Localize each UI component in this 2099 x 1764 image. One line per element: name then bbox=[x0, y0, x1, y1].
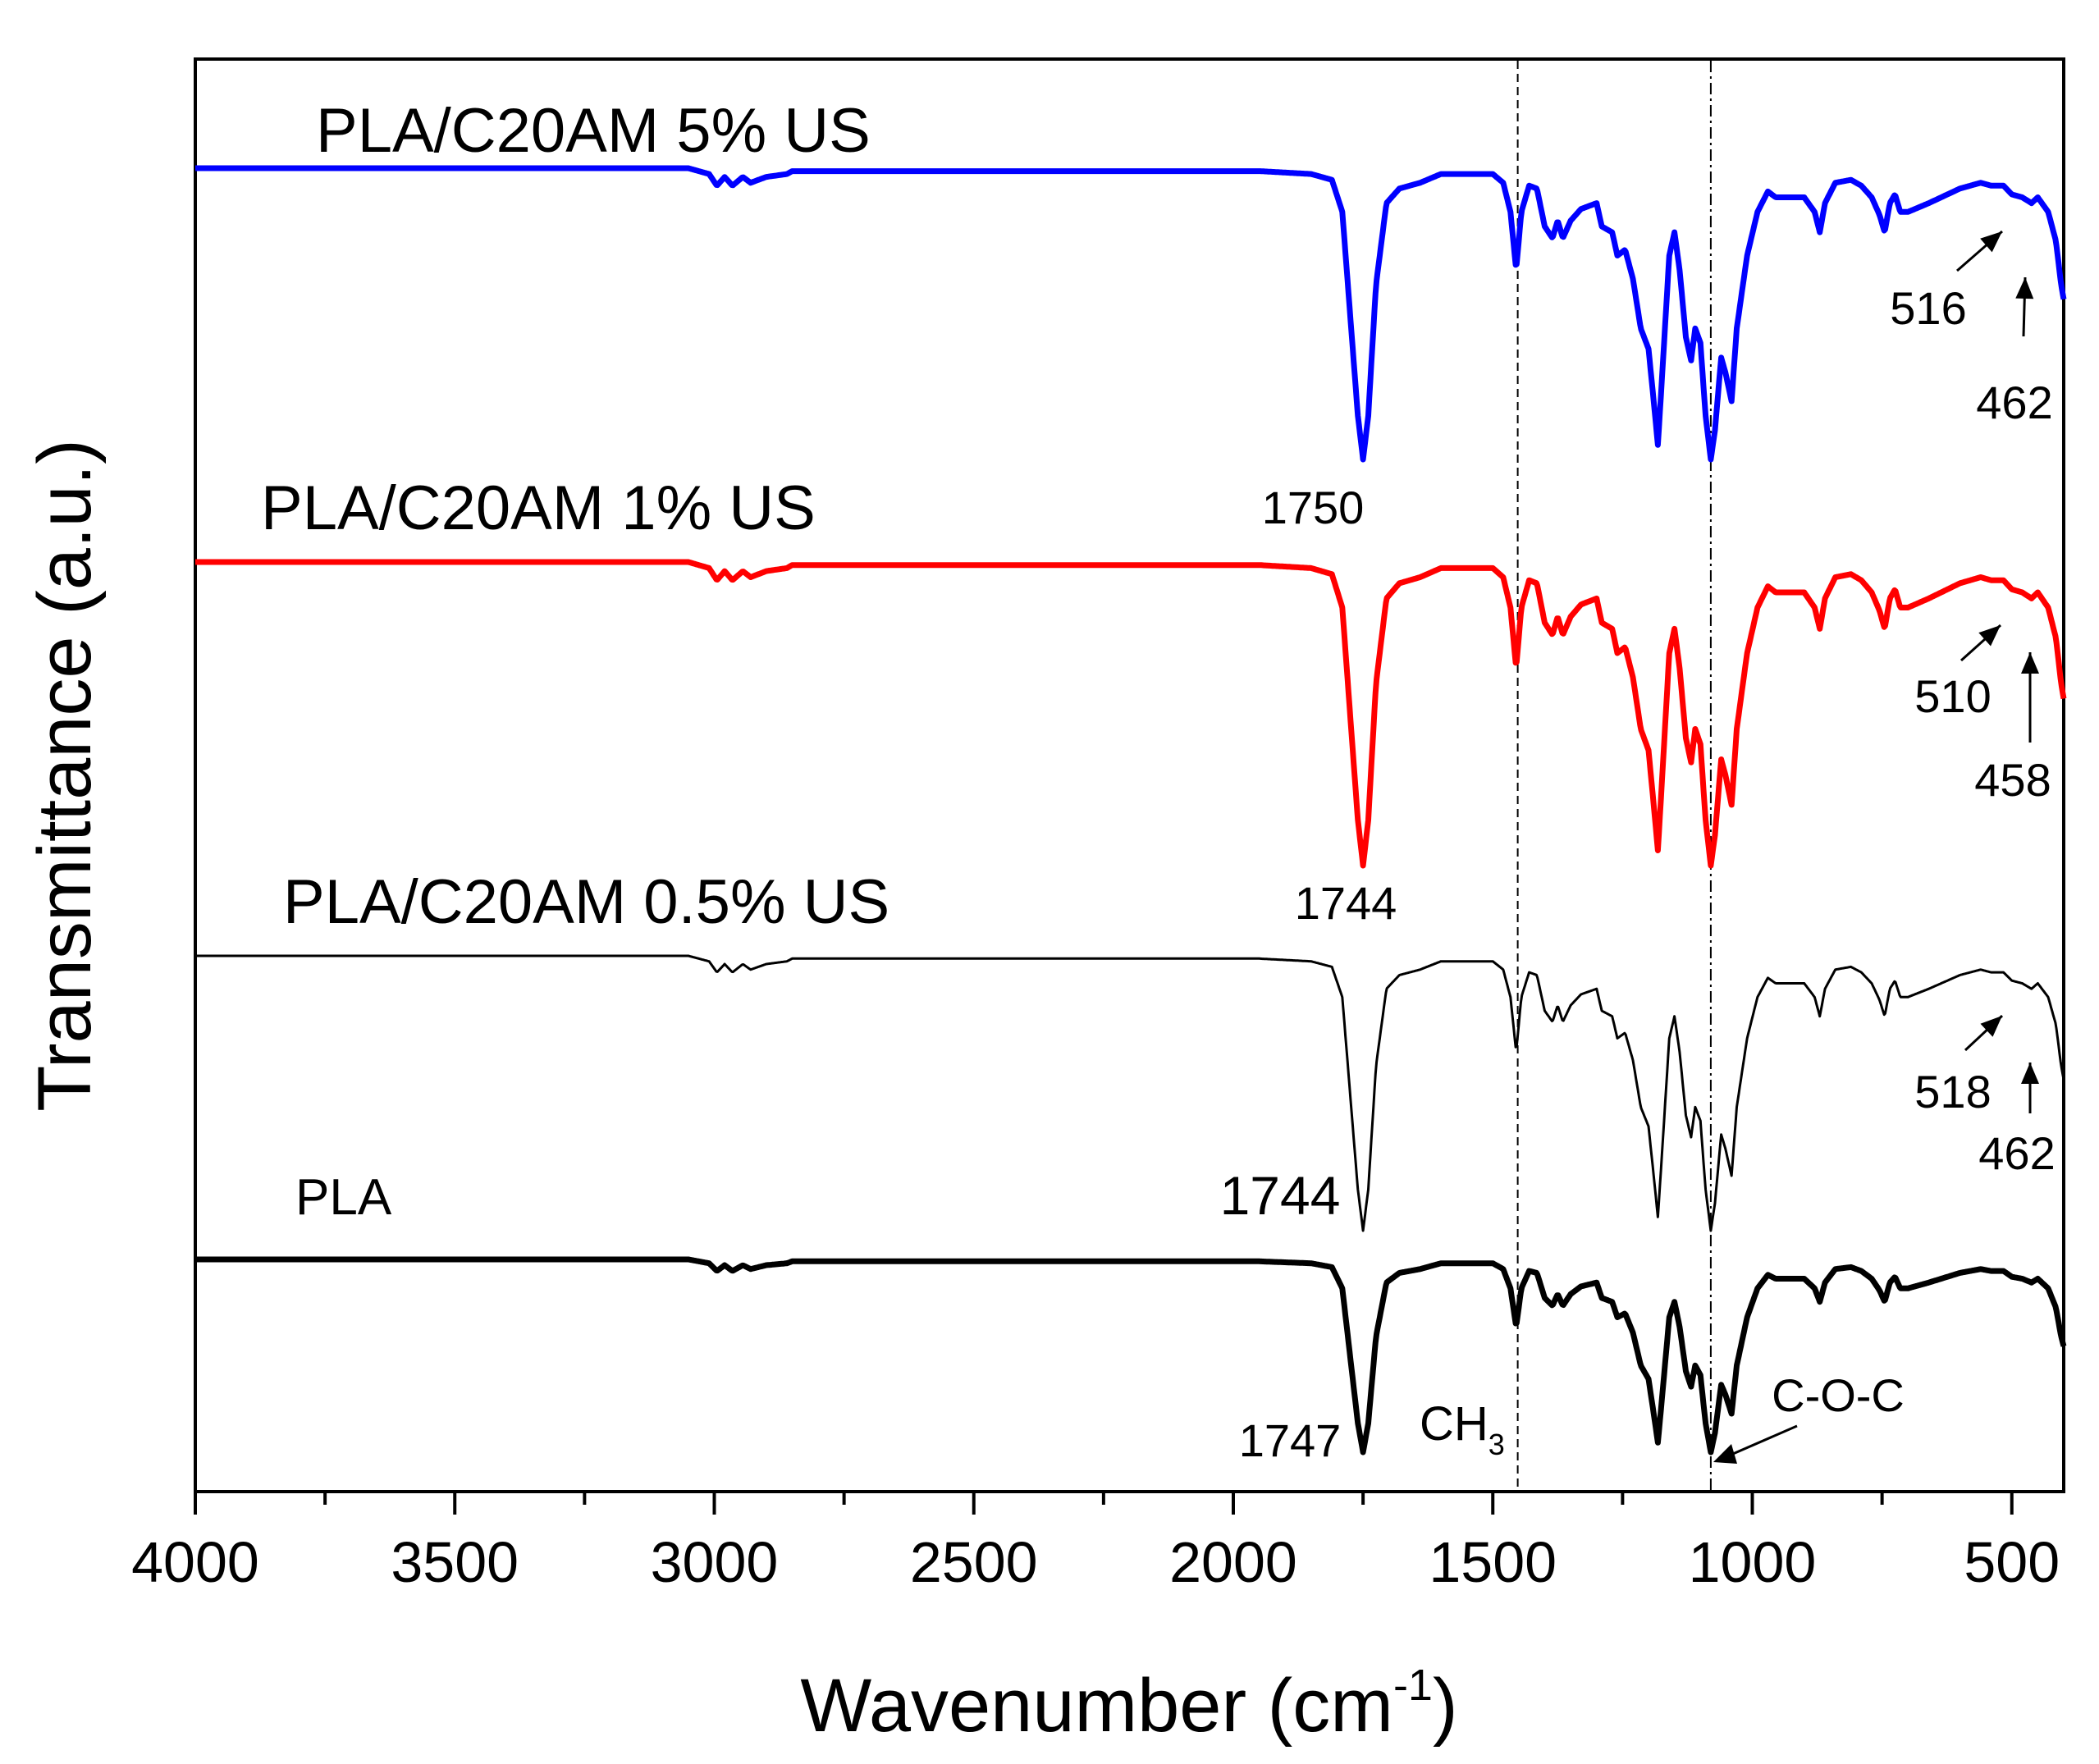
arrowhead bbox=[1713, 1444, 1737, 1464]
arrowhead bbox=[1978, 625, 2001, 647]
series-label: PLA/C20AM 0.5% US bbox=[283, 867, 889, 937]
series-line bbox=[194, 954, 2065, 1232]
peak-label: 510 bbox=[1914, 670, 1991, 722]
reference-lines bbox=[1516, 61, 1712, 1492]
y-axis-label: Transmittance (a.u.) bbox=[23, 439, 107, 1112]
peak-label: 1750 bbox=[1262, 482, 1365, 533]
arrowhead bbox=[2015, 277, 2034, 299]
arrowhead bbox=[1980, 231, 2002, 253]
x-tick-label: 3000 bbox=[651, 1530, 779, 1594]
x-tick-label: 4000 bbox=[131, 1530, 259, 1594]
series-line bbox=[193, 165, 2067, 463]
series-line bbox=[193, 559, 2067, 869]
ch3-label: CH3 bbox=[1420, 1397, 1505, 1461]
coc-arrow bbox=[1726, 1424, 1798, 1458]
peak-label: 1744 bbox=[1220, 1165, 1341, 1226]
x-tick-label: 1500 bbox=[1429, 1530, 1557, 1594]
arrowhead bbox=[2021, 652, 2039, 674]
plot-area bbox=[194, 57, 2065, 1493]
peak-label: 458 bbox=[1974, 754, 2051, 806]
peak-label: 1747 bbox=[1239, 1414, 1342, 1466]
x-tick-label: 2500 bbox=[910, 1530, 1038, 1594]
coc-label: C-O-C bbox=[1772, 1369, 1905, 1421]
arrowhead bbox=[1980, 1016, 2002, 1037]
x-axis-label: Wavenumber (cm-1) bbox=[800, 1661, 1457, 1748]
x-tick-label: 3500 bbox=[391, 1530, 519, 1594]
series-label: PLA/C20AM 1% US bbox=[261, 473, 816, 543]
peak-label: 1744 bbox=[1295, 877, 1397, 929]
x-tick-label: 2000 bbox=[1169, 1530, 1297, 1594]
peak-label: 516 bbox=[1890, 282, 1966, 334]
x-tick-label: 1000 bbox=[1689, 1530, 1817, 1594]
series-line bbox=[193, 1256, 2067, 1456]
series-label: PLA bbox=[295, 1169, 392, 1226]
x-tick-label: 500 bbox=[1964, 1530, 2060, 1594]
peak-label: 518 bbox=[1914, 1066, 1991, 1117]
x-axis: 4000 3500 3000 2500 2000 1500 1000 500 bbox=[131, 1492, 2060, 1594]
peak-label: 462 bbox=[1978, 1127, 2055, 1179]
spectra bbox=[193, 165, 2067, 1456]
arrowhead bbox=[2021, 1063, 2039, 1084]
peak-label: 462 bbox=[1976, 377, 2052, 428]
series-label: PLA/C20AM 5% US bbox=[316, 96, 871, 166]
